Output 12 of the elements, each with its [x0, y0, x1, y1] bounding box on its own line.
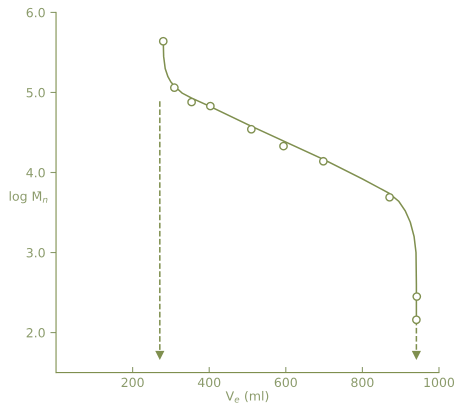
x-tick-label: 200: [122, 378, 144, 388]
x-tick-label: 400: [198, 378, 220, 388]
y-tick-label: 2.0: [26, 328, 45, 338]
y-tick-label: 3.0: [26, 248, 45, 258]
y-tick-label: 4.0: [26, 168, 45, 178]
x-tick-label: 1000: [424, 378, 454, 388]
x-tick-label: 800: [351, 378, 374, 388]
x-axis-title: V$_{e}$ (ml): [226, 390, 268, 403]
y-tick-label: 5.0: [26, 88, 45, 98]
y-axis-title: log M̄$_{n}$: [10, 191, 48, 204]
y-tick-label: 6.0: [26, 8, 45, 18]
x-tick-label: 600: [274, 378, 297, 388]
